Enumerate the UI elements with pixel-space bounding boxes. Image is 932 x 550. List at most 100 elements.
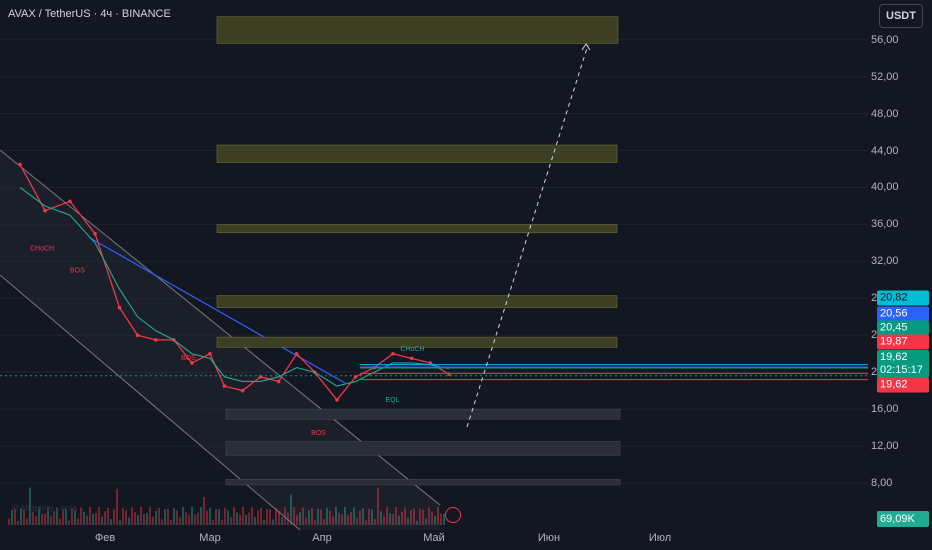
volume-bar — [71, 508, 73, 525]
price-point — [153, 338, 158, 342]
volume-bar — [236, 512, 238, 525]
volume-bar — [278, 510, 280, 525]
volume-bar — [47, 507, 49, 525]
price-point — [428, 361, 433, 365]
volume-bar — [92, 514, 94, 525]
volume-bar — [155, 510, 157, 525]
volume-bar — [206, 510, 208, 525]
price-point — [391, 351, 395, 356]
x-tick-label: Июн — [537, 532, 561, 544]
volume-bar — [227, 510, 229, 525]
volume-bar — [353, 507, 355, 525]
volume-bar — [35, 515, 37, 525]
volume-bar — [422, 509, 424, 525]
price-point — [335, 398, 339, 402]
zone-4 — [216, 295, 618, 308]
volume-bar — [257, 510, 259, 525]
watermark: © Niepjew...ania — [12, 503, 78, 513]
volume-bar — [320, 509, 322, 525]
volume-bar — [56, 507, 58, 525]
volume-bar — [221, 519, 223, 525]
volume-bar — [44, 513, 46, 525]
volume-bar — [209, 507, 211, 525]
volume-tag: 69,09K — [877, 511, 929, 527]
y-tick-label: 36,00 — [871, 218, 899, 231]
volume-bar — [116, 488, 118, 525]
volume-bar — [281, 516, 283, 525]
volume-bar — [212, 519, 214, 525]
volume-bar — [107, 507, 109, 525]
volume-bar — [356, 517, 358, 525]
volume-bar — [191, 507, 193, 525]
volume-bar — [440, 513, 442, 525]
volume-bar — [230, 517, 232, 525]
volume-bar — [347, 515, 349, 525]
volume-bar — [152, 516, 154, 525]
volume-bar — [380, 511, 382, 525]
volume-bar — [407, 518, 409, 525]
volume-bar — [89, 507, 91, 525]
volume-bar — [308, 510, 310, 525]
price-tag: 20,82 — [877, 290, 929, 306]
volume-bar — [263, 519, 265, 525]
volume-bar — [344, 507, 346, 525]
volume-bar — [170, 520, 172, 525]
volume-bar — [8, 518, 10, 525]
volume-bar — [284, 507, 286, 525]
y-tick-label: 48,00 — [871, 107, 899, 120]
volume-bar — [323, 519, 325, 525]
price-point — [93, 231, 97, 236]
volume-bar — [293, 507, 295, 525]
volume-bar — [53, 511, 55, 525]
volume-bar — [167, 508, 169, 525]
zone-7 — [225, 441, 621, 456]
x-tick-label: Май — [423, 532, 445, 544]
volume-bar — [11, 509, 13, 525]
volume-bar — [386, 507, 388, 525]
y-tick-label: 16,00 — [871, 403, 899, 416]
volume-bar — [239, 514, 241, 525]
volume-bar — [296, 515, 298, 525]
volume-bar — [131, 507, 133, 525]
y-tick-label: 8,00 — [871, 477, 893, 490]
annotation-label: CHoCH — [30, 245, 54, 252]
volume-bar — [425, 518, 427, 525]
y-tick-label: 44,00 — [871, 144, 899, 157]
volume-bar — [383, 516, 385, 525]
price-tag: 19,62 — [877, 377, 929, 393]
price-tag-countdown: 02:15:17 — [880, 364, 923, 376]
price-point — [68, 199, 72, 204]
currency-button[interactable]: USDT — [879, 4, 923, 28]
volume-bar — [290, 494, 292, 525]
x-tick-label: Мар — [199, 532, 221, 544]
symbol-title: AVAX / TetherUS · 4ч · BINANCE — [8, 8, 171, 20]
volume-bar — [41, 513, 43, 525]
volume-bar — [443, 513, 445, 525]
volume-bar — [59, 518, 61, 525]
tradingview-logo-icon — [445, 507, 461, 523]
volume-bar — [335, 507, 337, 525]
volume-bar — [83, 511, 85, 525]
volume-bar — [287, 512, 289, 525]
volume-bar — [248, 512, 250, 525]
volume-bar — [161, 519, 163, 525]
channel-lower-line — [0, 274, 301, 531]
volume-bar — [104, 511, 106, 525]
price-tag-value: 19,62 — [880, 378, 908, 391]
price-point — [276, 379, 281, 384]
volume-bar — [404, 507, 406, 525]
volume-bar — [299, 512, 301, 525]
volume-bar — [14, 508, 16, 525]
volume-bar — [101, 516, 103, 525]
volume-bar — [245, 514, 247, 525]
price-point — [208, 351, 212, 356]
zone-6 — [225, 408, 621, 420]
price-tag-value: 19,87 — [880, 335, 908, 348]
volume-bar — [137, 515, 139, 525]
volume-bar — [401, 511, 403, 525]
volume-bar — [329, 511, 331, 525]
volume-bar — [20, 508, 22, 525]
volume-bar — [23, 509, 25, 525]
price-tag-value: 20,45 — [880, 321, 908, 334]
